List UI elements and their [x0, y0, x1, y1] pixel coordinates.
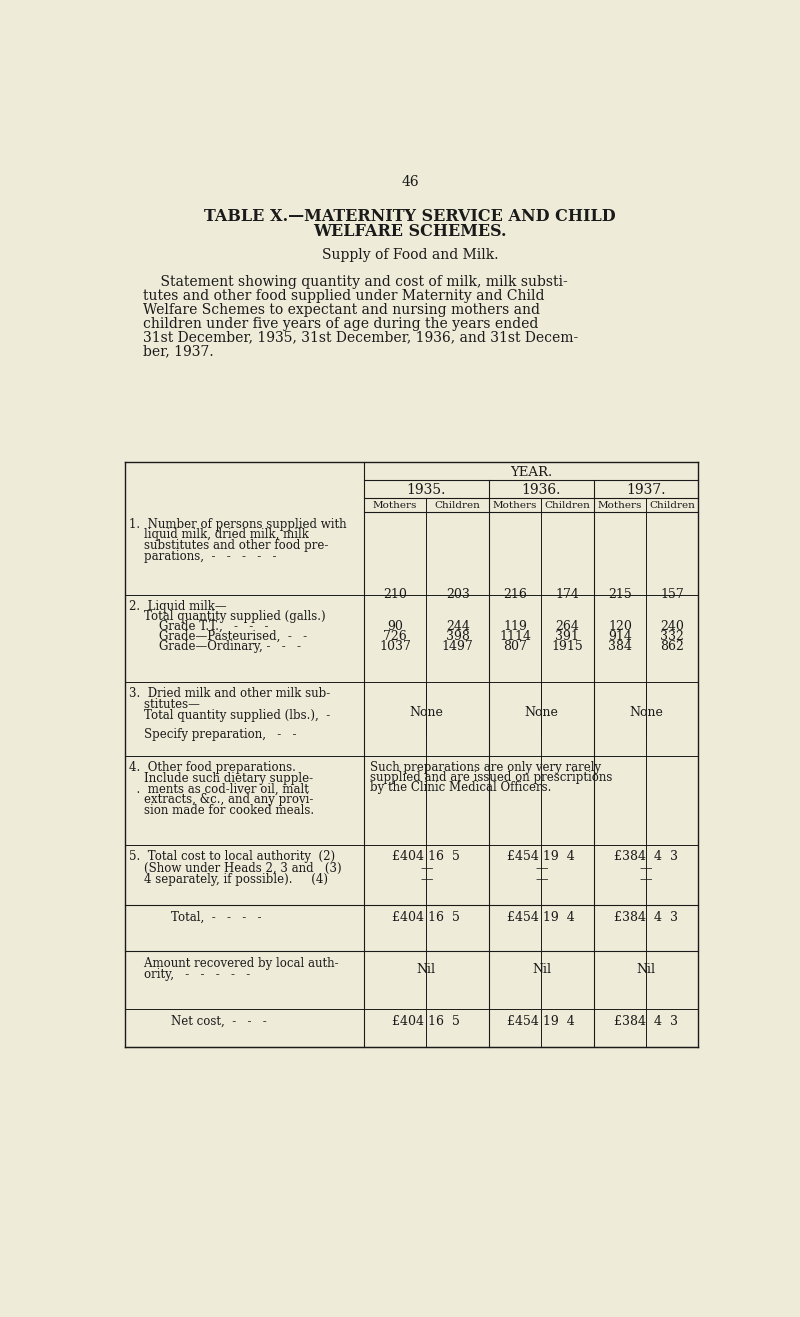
Text: 1936.: 1936.	[522, 483, 561, 497]
Text: supplied and are issued on prescriptions: supplied and are issued on prescriptions	[370, 770, 612, 784]
Text: 726: 726	[383, 630, 406, 643]
Text: 4 separately, if possible).     (4): 4 separately, if possible). (4)	[129, 873, 328, 886]
Text: Mothers: Mothers	[493, 500, 538, 510]
Text: 1037: 1037	[379, 640, 411, 653]
Text: Statement showing quantity and cost of milk, milk substi-: Statement showing quantity and cost of m…	[142, 275, 567, 288]
Text: tutes and other food supplied under Maternity and Child: tutes and other food supplied under Mate…	[142, 288, 544, 303]
Text: 1114: 1114	[499, 630, 531, 643]
Text: 240: 240	[661, 620, 684, 633]
Text: Amount recovered by local auth-: Amount recovered by local auth-	[129, 957, 338, 971]
Text: 264: 264	[555, 620, 579, 633]
Text: Children: Children	[434, 500, 481, 510]
Text: £384  4  3: £384 4 3	[614, 851, 678, 863]
Text: None: None	[525, 706, 558, 719]
Text: £454 19  4: £454 19 4	[507, 851, 575, 863]
Text: Grade T.T.,   -   -   -: Grade T.T., - - -	[129, 620, 268, 633]
Text: 862: 862	[661, 640, 684, 653]
Text: Children: Children	[650, 500, 695, 510]
Text: —: —	[535, 873, 548, 886]
Text: extracts, &c., and any provi-: extracts, &c., and any provi-	[129, 793, 313, 806]
Text: Supply of Food and Milk.: Supply of Food and Milk.	[322, 248, 498, 262]
Text: 120: 120	[608, 620, 632, 633]
Text: 203: 203	[446, 589, 470, 602]
Text: sion made for cooked meals.: sion made for cooked meals.	[129, 805, 314, 817]
Text: £404 16  5: £404 16 5	[392, 911, 460, 925]
Text: Nil: Nil	[417, 964, 436, 976]
Text: 3.  Dried milk and other milk sub-: 3. Dried milk and other milk sub-	[129, 687, 330, 701]
Text: ber, 1937.: ber, 1937.	[142, 344, 214, 358]
Text: 398: 398	[446, 630, 470, 643]
Text: None: None	[629, 706, 663, 719]
Text: £384  4  3: £384 4 3	[614, 1015, 678, 1029]
Text: —: —	[535, 861, 548, 874]
Text: stitutes—: stitutes—	[129, 698, 199, 711]
Text: WELFARE SCHEMES.: WELFARE SCHEMES.	[314, 224, 506, 241]
Text: 46: 46	[401, 175, 419, 188]
Text: 332: 332	[661, 630, 684, 643]
Text: 174: 174	[555, 589, 579, 602]
Text: 157: 157	[661, 589, 684, 602]
Text: .  ments as cod-liver oil, malt: . ments as cod-liver oil, malt	[129, 782, 309, 795]
Text: TABLE X.—MATERNITY SERVICE AND CHILD: TABLE X.—MATERNITY SERVICE AND CHILD	[204, 208, 616, 225]
Text: £454 19  4: £454 19 4	[507, 911, 575, 925]
Text: None: None	[410, 706, 443, 719]
Text: Grade—Ordinary, -   -   -: Grade—Ordinary, - - -	[129, 640, 301, 653]
Text: Mothers: Mothers	[598, 500, 642, 510]
Text: children under five years of age during the years ended: children under five years of age during …	[142, 316, 538, 331]
Text: 1915: 1915	[551, 640, 583, 653]
Text: —: —	[420, 873, 433, 886]
Text: Specify preparation,   -   -: Specify preparation, - -	[129, 728, 296, 741]
Text: 215: 215	[608, 589, 632, 602]
Text: 2.  Liquid milk—: 2. Liquid milk—	[129, 601, 226, 612]
Text: Such preparations are only very rarely: Such preparations are only very rarely	[370, 761, 601, 774]
Text: 210: 210	[383, 589, 407, 602]
Text: Nil: Nil	[637, 964, 655, 976]
Text: 807: 807	[503, 640, 527, 653]
Text: 391: 391	[555, 630, 579, 643]
Text: 31st December, 1935, 31st December, 1936, and 31st Decem-: 31st December, 1935, 31st December, 1936…	[142, 331, 578, 345]
Text: substitutes and other food pre-: substitutes and other food pre-	[129, 539, 328, 552]
Text: 216: 216	[503, 589, 527, 602]
Text: —: —	[420, 861, 433, 874]
Text: 384: 384	[608, 640, 632, 653]
Text: 244: 244	[446, 620, 470, 633]
Text: (Show under Heads 2, 3 and   (3): (Show under Heads 2, 3 and (3)	[129, 861, 342, 874]
Text: £404 16  5: £404 16 5	[392, 851, 460, 863]
Text: 1935.: 1935.	[406, 483, 446, 497]
Text: 5.  Total cost to local authority  (2): 5. Total cost to local authority (2)	[129, 851, 335, 863]
Text: Total quantity supplied (lbs.),  -: Total quantity supplied (lbs.), -	[129, 709, 330, 722]
Text: ority,   -   -   -   -   -: ority, - - - - -	[129, 968, 250, 981]
Text: Mothers: Mothers	[373, 500, 417, 510]
Text: Welfare Schemes to expectant and nursing mothers and: Welfare Schemes to expectant and nursing…	[142, 303, 540, 317]
Text: YEAR.: YEAR.	[510, 466, 552, 479]
Text: 1497: 1497	[442, 640, 474, 653]
Text: Include such dietary supple-: Include such dietary supple-	[129, 772, 313, 785]
Text: £384  4  3: £384 4 3	[614, 911, 678, 925]
Text: Children: Children	[544, 500, 590, 510]
Text: 1937.: 1937.	[626, 483, 666, 497]
Text: Net cost,  -   -   -: Net cost, - - -	[171, 1015, 267, 1029]
Text: —: —	[640, 873, 652, 886]
Text: Grade—Pasteurised,  -   -: Grade—Pasteurised, - -	[129, 630, 307, 643]
Text: Total quantity supplied (galls.): Total quantity supplied (galls.)	[129, 610, 326, 623]
Text: Total,  -   -   -   -: Total, - - - -	[171, 911, 262, 925]
Text: Nil: Nil	[532, 964, 551, 976]
Text: 914: 914	[608, 630, 632, 643]
Text: parations,  -   -   -   -   -: parations, - - - - -	[129, 551, 276, 562]
Text: —: —	[640, 861, 652, 874]
Text: liquid milk, dried milk, milk: liquid milk, dried milk, milk	[129, 528, 309, 541]
Text: £454 19  4: £454 19 4	[507, 1015, 575, 1029]
Text: 119: 119	[503, 620, 527, 633]
Text: 1.  Number of persons supplied with: 1. Number of persons supplied with	[129, 518, 346, 531]
Text: 4.  Other food preparations.: 4. Other food preparations.	[129, 761, 295, 774]
Text: £404 16  5: £404 16 5	[392, 1015, 460, 1029]
Text: by the Clinic Medical Officers.: by the Clinic Medical Officers.	[370, 781, 551, 794]
Text: 90: 90	[387, 620, 403, 633]
